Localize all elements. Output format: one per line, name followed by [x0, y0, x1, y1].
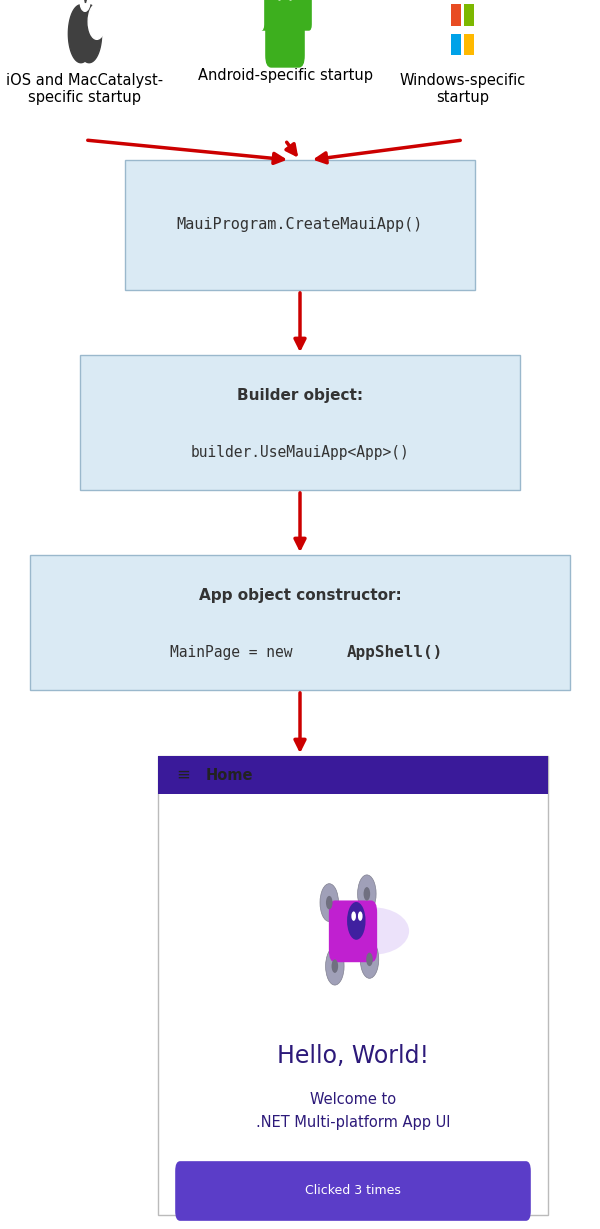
- Circle shape: [326, 948, 344, 986]
- FancyBboxPatch shape: [125, 160, 475, 290]
- FancyBboxPatch shape: [261, 0, 271, 31]
- FancyBboxPatch shape: [289, 26, 301, 61]
- Text: Home: Home: [206, 767, 254, 783]
- Circle shape: [358, 912, 362, 921]
- Text: Hello, World!: Hello, World!: [277, 1043, 429, 1068]
- FancyBboxPatch shape: [329, 901, 377, 962]
- Polygon shape: [80, 6, 89, 60]
- FancyBboxPatch shape: [451, 34, 461, 55]
- Circle shape: [352, 912, 356, 921]
- Circle shape: [347, 902, 365, 940]
- FancyBboxPatch shape: [158, 756, 548, 794]
- Circle shape: [80, 0, 90, 11]
- Polygon shape: [271, 0, 299, 4]
- Text: Windows-specific
startup: Windows-specific startup: [400, 73, 526, 106]
- Polygon shape: [68, 5, 94, 63]
- Text: ≡: ≡: [176, 766, 190, 784]
- Circle shape: [88, 4, 106, 39]
- Text: builder.UseMauiApp<App>(): builder.UseMauiApp<App>(): [191, 445, 409, 460]
- FancyBboxPatch shape: [175, 1161, 531, 1220]
- Ellipse shape: [337, 907, 409, 955]
- Text: AppShell(): AppShell(): [347, 645, 443, 660]
- Text: Welcome to
.NET Multi-platform App UI: Welcome to .NET Multi-platform App UI: [256, 1091, 450, 1131]
- FancyBboxPatch shape: [269, 26, 281, 61]
- Polygon shape: [77, 5, 101, 63]
- FancyBboxPatch shape: [30, 556, 570, 689]
- Text: MauiProgram.CreateMauiApp(): MauiProgram.CreateMauiApp(): [177, 218, 423, 232]
- FancyBboxPatch shape: [464, 34, 475, 55]
- FancyBboxPatch shape: [464, 5, 475, 26]
- Text: iOS and MacCatalyst-
specific startup: iOS and MacCatalyst- specific startup: [7, 73, 164, 106]
- FancyBboxPatch shape: [296, 0, 312, 31]
- FancyBboxPatch shape: [158, 756, 548, 1215]
- Circle shape: [364, 887, 370, 901]
- FancyBboxPatch shape: [80, 355, 520, 490]
- Circle shape: [320, 884, 338, 922]
- Circle shape: [358, 875, 376, 913]
- Text: Clicked 3 times: Clicked 3 times: [305, 1185, 401, 1197]
- Circle shape: [366, 952, 373, 966]
- Polygon shape: [84, 0, 91, 2]
- Text: Builder object:: Builder object:: [237, 388, 363, 403]
- FancyBboxPatch shape: [451, 5, 461, 26]
- Text: App object constructor:: App object constructor:: [199, 587, 401, 603]
- FancyBboxPatch shape: [265, 0, 305, 68]
- Circle shape: [332, 960, 338, 973]
- Circle shape: [326, 896, 332, 909]
- Text: Android-specific startup: Android-specific startup: [197, 68, 373, 84]
- Circle shape: [360, 940, 379, 978]
- Text: MainPage = new: MainPage = new: [170, 645, 310, 660]
